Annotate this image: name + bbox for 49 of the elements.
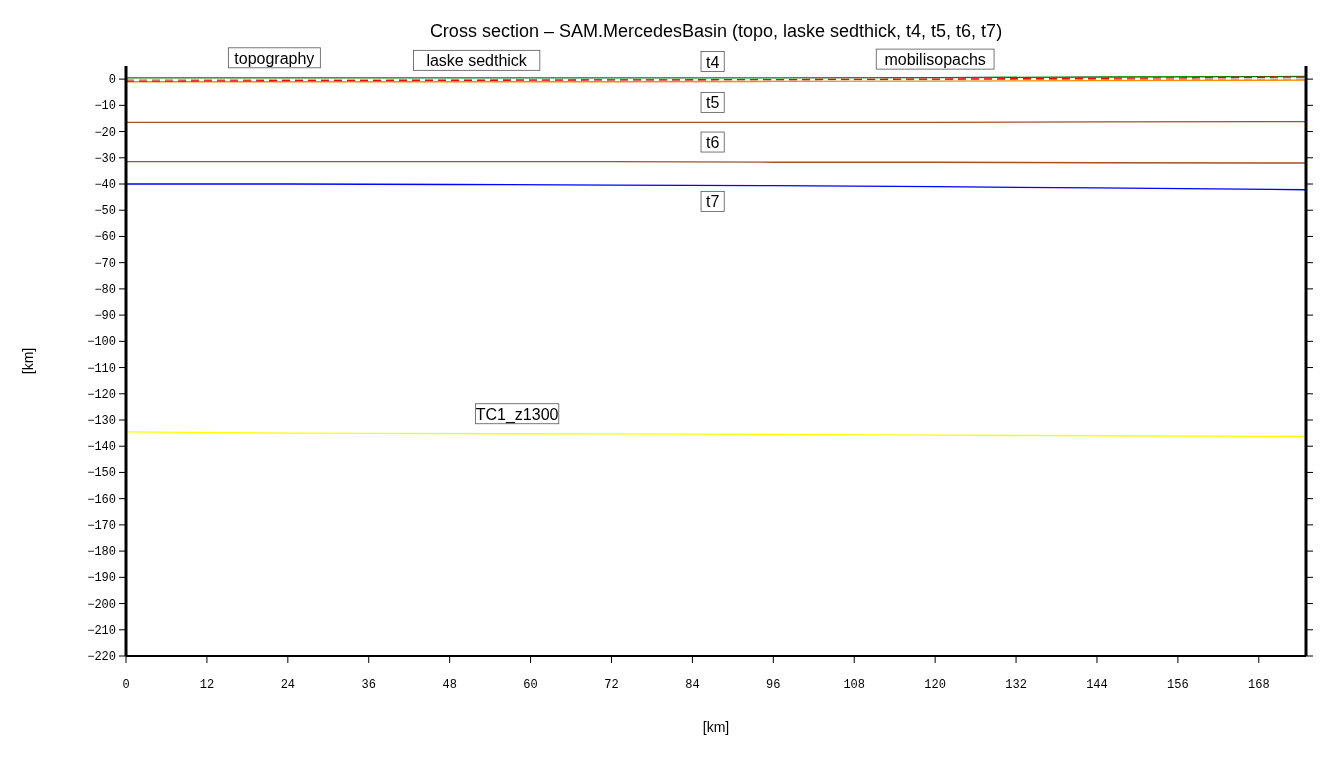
y-tick-label: −90 xyxy=(94,309,116,324)
x-tick-label: 120 xyxy=(924,678,946,692)
series-label: t5 xyxy=(705,94,720,112)
x-tick-label: 24 xyxy=(280,678,296,692)
y-tick-label: −130 xyxy=(87,414,116,428)
y-tick-label: −50 xyxy=(94,204,116,219)
y-tick-label: −120 xyxy=(87,387,116,402)
x-tick-label: 168 xyxy=(1248,678,1270,692)
x-tick-label: 84 xyxy=(685,678,700,692)
y-tick-label: −110 xyxy=(87,361,116,376)
series-label: mobilisopachs xyxy=(884,51,986,69)
y-tick-label: −200 xyxy=(87,597,116,612)
y-tick-label: −70 xyxy=(94,256,116,271)
y-tick-label: −220 xyxy=(87,650,116,664)
y-tick-label: −190 xyxy=(87,571,116,586)
x-tick-label: 96 xyxy=(766,678,781,692)
x-tick-label: 72 xyxy=(604,678,619,692)
x-tick-label: 48 xyxy=(442,678,457,692)
y-tick-label: −150 xyxy=(87,466,116,481)
series-label: TC1_z1300 xyxy=(475,405,559,424)
x-tick-label: 60 xyxy=(523,678,538,692)
x-tick-label: 144 xyxy=(1086,678,1108,692)
series-label: topography xyxy=(234,49,315,67)
y-tick-label: 0 xyxy=(108,73,116,88)
y-tick-label: −160 xyxy=(87,492,116,507)
y-tick-label: −30 xyxy=(94,151,116,166)
y-tick-label: −170 xyxy=(87,518,116,533)
y-axis-title: [km] xyxy=(20,347,36,375)
y-tick-label: −40 xyxy=(94,178,116,192)
x-tick-label: 108 xyxy=(843,678,866,692)
y-tick-label: −10 xyxy=(94,99,116,114)
chart-title: Cross section – SAM.MercedesBasin (topo, laske sedthick, t4, t5, t6, t7) xyxy=(429,21,1003,41)
x-tick-label: 12 xyxy=(199,678,215,692)
series-label: laske sedthick xyxy=(426,52,528,70)
y-tick-label: −140 xyxy=(87,440,116,455)
x-tick-label: 36 xyxy=(361,678,376,692)
x-axis-title: [km] xyxy=(702,719,730,735)
series-label: t4 xyxy=(705,53,720,71)
x-tick-label: 132 xyxy=(1005,678,1027,692)
series-label: t6 xyxy=(705,134,720,152)
y-tick-label: −180 xyxy=(87,545,116,560)
y-tick-label: −20 xyxy=(94,125,116,140)
y-tick-label: −100 xyxy=(87,335,116,350)
y-tick-label: −80 xyxy=(94,282,116,297)
y-tick-label: −60 xyxy=(94,230,116,245)
y-tick-label: −210 xyxy=(87,623,116,638)
x-tick-label: 0 xyxy=(122,678,130,692)
series-label: t7 xyxy=(705,193,720,211)
x-tick-label: 156 xyxy=(1167,678,1189,692)
